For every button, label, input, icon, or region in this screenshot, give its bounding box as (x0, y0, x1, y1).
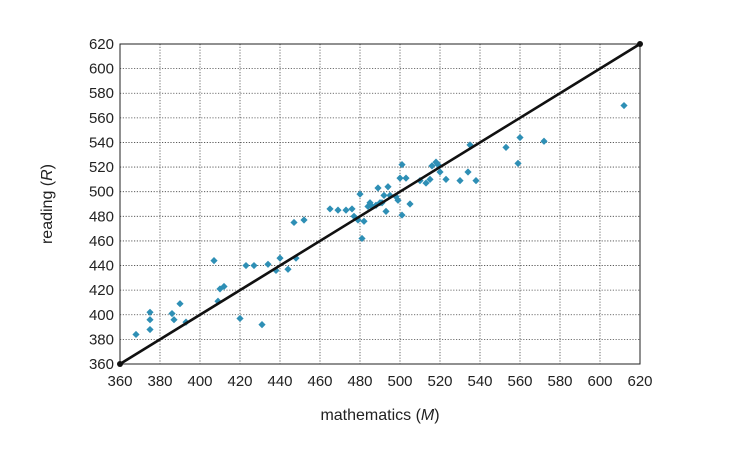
data-point (276, 254, 284, 262)
reference-line (119, 42, 641, 366)
data-point (220, 282, 228, 291)
x-tick-label: 620 (627, 373, 652, 390)
x-tick-label: 520 (427, 373, 452, 390)
data-point (146, 308, 154, 316)
y-tick-label: 360 (89, 356, 114, 373)
y-tick-label: 520 (89, 159, 114, 176)
data-point (146, 325, 154, 334)
data-point (516, 133, 524, 142)
x-tick-label: 420 (227, 373, 252, 390)
data-point (402, 174, 410, 182)
x-tick-label: 540 (467, 373, 492, 390)
data-point (540, 137, 548, 145)
y-tick-label: 420 (89, 282, 114, 299)
data-point (146, 316, 154, 324)
y-axis-ticks: 360 380 400 420 440 460 480 500 520 540 560 580 600 6… (89, 36, 114, 373)
x-tick-label: 580 (547, 373, 572, 390)
data-point (356, 190, 364, 198)
x-tick-label: 440 (267, 373, 292, 390)
data-point (342, 206, 350, 214)
data-points (132, 101, 628, 339)
x-axis-label: mathematics (M) (320, 407, 439, 424)
data-point (348, 205, 356, 213)
data-point (384, 183, 392, 191)
data-point (300, 216, 308, 224)
y-tick-label: 380 (89, 331, 114, 348)
data-point (472, 177, 480, 185)
data-point (464, 168, 472, 176)
data-point (326, 205, 334, 213)
data-point (422, 179, 430, 187)
data-point (250, 261, 258, 270)
data-point (170, 316, 178, 324)
reference-line-start-point (117, 361, 123, 367)
y-tick-label: 500 (89, 184, 114, 201)
data-point (290, 218, 298, 227)
x-tick-label: 460 (307, 373, 332, 390)
data-point (428, 162, 436, 170)
y-axis-label: reading (R) (39, 164, 56, 244)
x-tick-label: 400 (187, 373, 212, 390)
data-point (514, 159, 522, 167)
y-tick-label: 480 (89, 208, 114, 225)
data-point (360, 217, 368, 225)
data-point (236, 314, 244, 323)
y-tick-label: 600 (89, 61, 114, 78)
data-point (406, 200, 414, 208)
data-point (502, 143, 510, 151)
y-tick-label: 400 (89, 307, 114, 324)
x-tick-label: 360 (107, 373, 132, 390)
data-point (258, 321, 266, 329)
y-tick-label: 580 (89, 85, 114, 102)
data-point (380, 191, 388, 199)
data-point (242, 261, 250, 270)
data-point (132, 330, 140, 339)
data-point (442, 175, 450, 183)
x-tick-label: 600 (587, 373, 612, 390)
data-point (358, 234, 366, 243)
x-tick-label: 480 (347, 373, 372, 390)
data-point (382, 207, 390, 215)
data-point (436, 168, 444, 176)
plot-frame (119, 43, 641, 365)
data-point (398, 211, 406, 219)
y-tick-label: 440 (89, 258, 114, 275)
data-point (398, 161, 406, 169)
reference-line-end-point (637, 41, 643, 47)
y-tick-label: 620 (89, 36, 114, 53)
data-point (284, 265, 292, 273)
data-point (264, 260, 272, 268)
x-tick-label: 500 (387, 373, 412, 390)
data-point (620, 101, 628, 110)
y-tick-label: 460 (89, 233, 114, 250)
data-point (176, 300, 184, 308)
x-tick-label: 560 (507, 373, 532, 390)
x-axis-ticks: 360 380 400 420 440 460 480 500 520 540 560 580 600 6… (107, 373, 652, 390)
data-point (396, 174, 404, 182)
data-point (334, 206, 342, 214)
data-point (456, 177, 464, 185)
data-point (210, 257, 218, 265)
y-tick-label: 540 (89, 134, 114, 151)
data-point (168, 309, 176, 318)
data-point (426, 175, 434, 183)
data-point (394, 196, 402, 204)
x-tick-label: 380 (147, 373, 172, 390)
y-tick-label: 560 (89, 110, 114, 127)
data-point (374, 184, 382, 192)
